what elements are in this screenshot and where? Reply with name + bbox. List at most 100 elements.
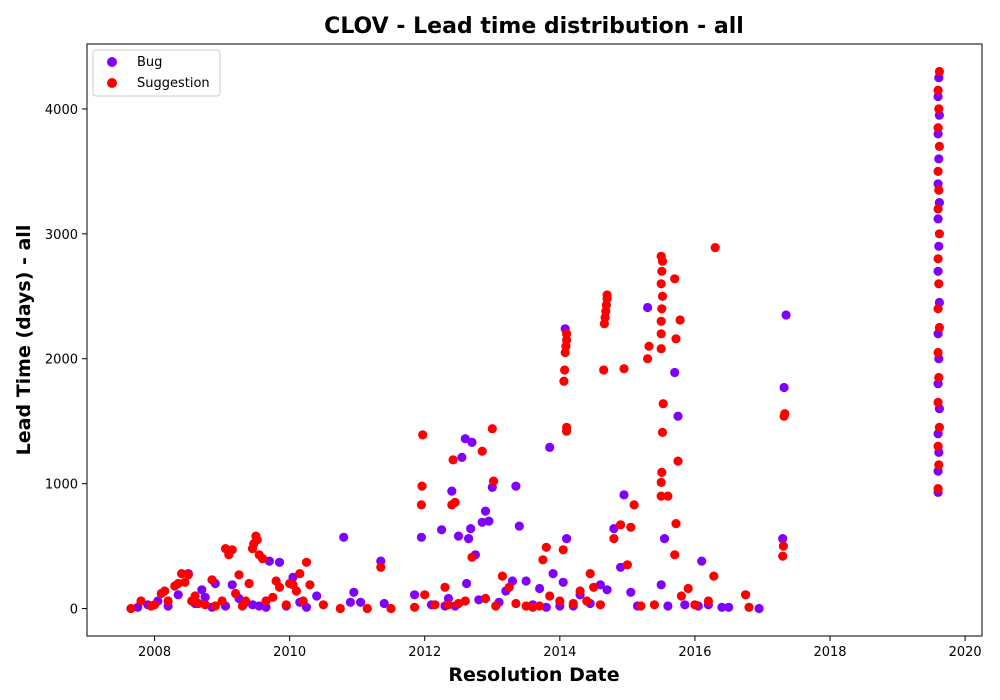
point-suggestion-126: [670, 274, 680, 284]
point-suggestion-53: [418, 430, 428, 440]
point-suggestion-47: [362, 603, 372, 614]
point-suggestion-21: [227, 545, 237, 555]
x-tick-label-2018: 2018: [813, 645, 846, 660]
point-suggestion-0: [126, 603, 136, 614]
point-bug-78: [656, 580, 666, 590]
point-bug-66: [562, 534, 572, 544]
point-suggestion-73: [528, 602, 538, 612]
point-bug-103: [933, 266, 943, 276]
point-suggestion-54: [420, 590, 430, 600]
point-bug-44: [466, 524, 476, 534]
point-suggestion-135: [703, 596, 714, 606]
point-suggestion-76: [541, 542, 551, 552]
point-bug-49: [480, 506, 491, 516]
point-suggestion-147: [934, 422, 945, 432]
legend-frame: [92, 49, 221, 97]
point-suggestion-132: [676, 591, 687, 601]
point-suggestion-140: [778, 551, 788, 561]
point-bug-87: [717, 602, 727, 612]
point-suggestion-111: [656, 491, 666, 501]
point-bug-27: [349, 587, 359, 597]
point-suggestion-26: [244, 578, 254, 589]
point-suggestion-87: [562, 422, 572, 432]
point-suggestion-93: [595, 600, 606, 610]
legend-label-bug: Bug: [137, 55, 162, 70]
point-bug-111: [933, 91, 943, 102]
point-suggestion-40: [291, 586, 301, 596]
point-bug-56: [514, 521, 524, 531]
point-suggestion-34: [268, 592, 278, 602]
point-bug-71: [602, 585, 612, 595]
point-suggestion-129: [675, 315, 685, 325]
y-tick-label-0: 0: [70, 603, 78, 618]
point-suggestion-71: [511, 598, 521, 609]
point-suggestion-88: [568, 598, 578, 609]
point-suggestion-78: [555, 596, 565, 606]
point-bug-105: [933, 214, 943, 224]
point-suggestion-144: [933, 484, 943, 494]
point-suggestion-134: [690, 600, 700, 610]
y-tick-label-3000: 3000: [45, 228, 78, 243]
point-bug-85: [697, 556, 707, 566]
point-bug-45: [467, 437, 477, 447]
x-axis-ticks: 2008 2010 2012 2014 2016 2018 2020: [138, 636, 982, 660]
point-suggestion-127: [671, 334, 681, 344]
point-bug-93: [781, 310, 791, 320]
point-bug-41: [460, 434, 470, 444]
point-suggestion-5: [160, 586, 170, 596]
point-suggestion-104: [622, 560, 633, 570]
point-suggestion-122: [657, 266, 667, 276]
point-bug-24: [312, 591, 322, 601]
y-tick-label-2000: 2000: [45, 353, 78, 368]
point-bug-72: [609, 524, 619, 534]
point-suggestion-152: [933, 304, 943, 314]
point-suggestion-49: [386, 603, 396, 614]
point-suggestion-44: [305, 580, 315, 590]
point-suggestion-153: [934, 279, 944, 289]
point-bug-16: [254, 601, 264, 611]
point-suggestion-112: [656, 477, 666, 487]
legend-label-suggestion: Suggestion: [137, 76, 210, 91]
y-axis-label: Lead Time (days) - all: [13, 225, 35, 456]
point-suggestion-118: [656, 316, 666, 326]
point-suggestion-113: [657, 467, 667, 477]
point-suggestion-85: [562, 329, 572, 339]
point-suggestion-45: [318, 600, 328, 610]
point-suggestion-65: [480, 593, 491, 604]
point-suggestion-131: [671, 519, 681, 529]
point-suggestion-15: [200, 600, 210, 610]
point-suggestion-75: [538, 555, 548, 565]
point-bug-25: [339, 532, 349, 542]
legend-marker-suggestion: [107, 78, 117, 88]
point-suggestion-74: [535, 601, 545, 611]
point-suggestion-90: [582, 596, 592, 606]
point-suggestion-56: [440, 582, 450, 592]
point-bug-42: [462, 578, 472, 589]
point-suggestion-157: [934, 185, 944, 195]
point-suggestion-141: [778, 541, 789, 551]
point-bug-74: [619, 490, 629, 500]
point-suggestion-117: [656, 329, 666, 339]
point-suggestion-145: [934, 460, 944, 470]
point-suggestion-50: [410, 602, 420, 612]
point-suggestion-120: [657, 291, 668, 301]
point-suggestion-100: [602, 290, 612, 300]
point-suggestion-16: [207, 575, 217, 585]
point-suggestion-80: [559, 376, 569, 386]
point-suggestion-48: [376, 562, 386, 572]
point-bug-59: [535, 583, 545, 594]
point-bug-83: [680, 600, 690, 610]
point-suggestion-10: [180, 577, 190, 587]
point-bug-26: [345, 597, 355, 607]
point-bug-8: [200, 592, 210, 602]
point-suggestion-148: [933, 397, 943, 407]
point-bug-34: [437, 525, 447, 535]
point-bug-104: [934, 241, 944, 251]
point-bug-64: [558, 577, 568, 587]
point-suggestion-137: [710, 243, 720, 253]
x-tick-label-2012: 2012: [408, 645, 441, 660]
point-bug-57: [521, 576, 531, 586]
point-suggestion-68: [491, 601, 501, 611]
point-bug-28: [356, 597, 366, 607]
